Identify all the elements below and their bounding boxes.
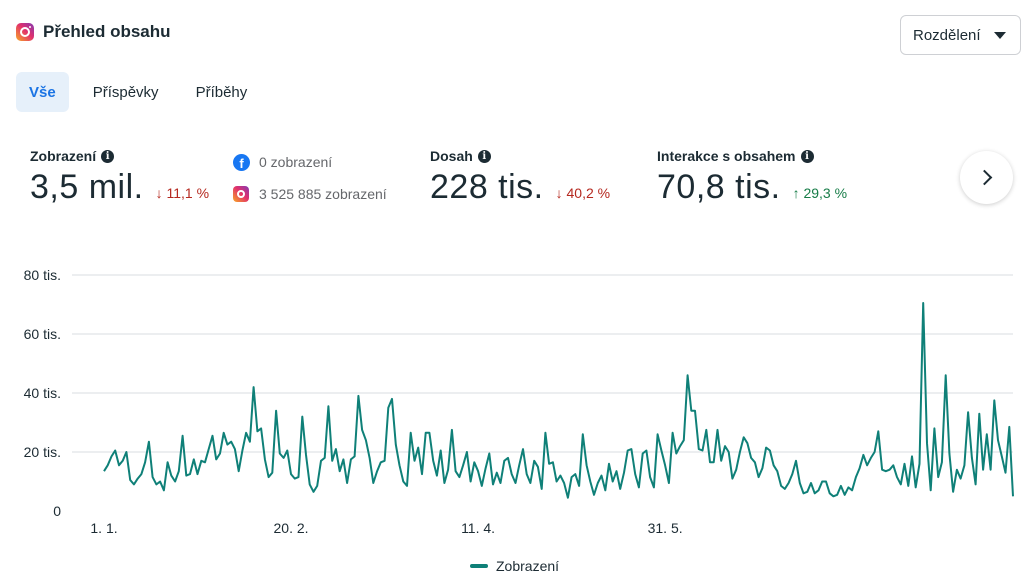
metric-views-label: Zobrazení bbox=[30, 148, 97, 164]
instagram-icon bbox=[233, 186, 249, 202]
platform-facebook: f 0 zobrazení bbox=[233, 152, 387, 172]
y-tick-label: 60 tis. bbox=[24, 326, 61, 342]
tab-posts-label: Příspěvky bbox=[92, 83, 159, 101]
y-tick-label: 80 tis. bbox=[24, 267, 61, 283]
info-icon[interactable]: i bbox=[477, 149, 491, 163]
tab-all[interactable]: Vše bbox=[16, 72, 69, 112]
metric-views-delta: ↓ 11,1 % bbox=[156, 185, 209, 201]
facebook-views: 0 zobrazení bbox=[259, 154, 333, 170]
views-line-chart: 0 20 tis. 40 tis. 60 tis. 80 tis. 1. 1. 20. 2.… bbox=[24, 267, 1014, 536]
metric-interactions-label: Interakce s obsahem bbox=[657, 148, 796, 164]
page-title: Přehled obsahu bbox=[43, 22, 171, 41]
next-metrics-button[interactable] bbox=[960, 151, 1013, 204]
chevron-right-icon bbox=[976, 169, 993, 186]
metric-interactions-value: 70,8 tis. bbox=[657, 168, 781, 206]
metric-reach: Dosah i 228 tis. ↓ 40,2 % bbox=[430, 146, 610, 207]
tab-posts[interactable]: Příspěvky bbox=[80, 72, 172, 112]
platform-instagram: 3 525 885 zobrazení bbox=[233, 184, 387, 204]
metric-interactions-delta: ↑ 29,3 % bbox=[793, 185, 847, 201]
metric-reach-row: 228 tis. ↓ 40,2 % bbox=[430, 168, 610, 207]
metric-views-value: 3,5 mil. bbox=[30, 168, 144, 206]
metric-interactions-row: 70,8 tis. ↑ 29,3 % bbox=[657, 168, 847, 207]
metric-reach-label-row: Dosah i bbox=[430, 146, 610, 166]
metric-reach-value: 228 tis. bbox=[430, 168, 544, 206]
breakdown-dropdown[interactable]: Rozdělení bbox=[900, 15, 1021, 55]
arrow-up-icon: ↑ bbox=[792, 185, 800, 201]
arrow-down-icon: ↓ bbox=[555, 185, 563, 201]
x-tick-label: 20. 2. bbox=[274, 520, 309, 536]
legend-swatch bbox=[470, 564, 488, 568]
caret-down-icon bbox=[994, 32, 1006, 39]
metric-views-delta-text: 11,1 % bbox=[166, 185, 210, 201]
metric-views-label-row: Zobrazení i bbox=[30, 146, 209, 166]
tab-stories[interactable]: Příběhy bbox=[183, 72, 261, 112]
instagram-icon bbox=[16, 23, 34, 41]
tab-stories-label: Příběhy bbox=[195, 83, 248, 101]
y-tick-label: 20 tis. bbox=[24, 444, 61, 460]
y-tick-label: 40 tis. bbox=[24, 385, 61, 401]
metric-reach-label: Dosah bbox=[430, 148, 473, 164]
platform-breakdown: f 0 zobrazení 3 525 885 zobrazení bbox=[233, 152, 387, 216]
metric-interactions-delta-text: 29,3 % bbox=[803, 185, 848, 201]
metric-views: Zobrazení i 3,5 mil. ↓ 11,1 % bbox=[30, 146, 209, 207]
series-line-views[interactable] bbox=[103, 302, 1014, 499]
metric-reach-delta: ↓ 40,2 % bbox=[556, 185, 610, 201]
x-tick-label: 1. 1. bbox=[90, 520, 117, 536]
tab-all-label: Vše bbox=[29, 83, 56, 101]
y-tick-label: 0 bbox=[53, 503, 61, 519]
x-tick-label: 11. 4. bbox=[461, 520, 495, 536]
page-header: Přehled obsahu bbox=[16, 22, 171, 42]
content-tabs: Vše Příspěvky Příběhy bbox=[16, 72, 271, 112]
info-icon[interactable]: i bbox=[101, 149, 115, 163]
facebook-icon: f bbox=[233, 153, 250, 171]
metric-reach-delta-text: 40,2 % bbox=[566, 185, 611, 201]
metric-interactions: Interakce s obsahem i 70,8 tis. ↑ 29,3 % bbox=[657, 146, 847, 207]
metric-views-row: 3,5 mil. ↓ 11,1 % bbox=[30, 168, 209, 207]
instagram-views: 3 525 885 zobrazení bbox=[259, 186, 387, 202]
arrow-down-icon: ↓ bbox=[155, 185, 163, 201]
x-tick-label: 31. 5. bbox=[648, 520, 683, 536]
breakdown-dropdown-label: Rozdělení bbox=[913, 26, 981, 44]
metric-interactions-label-row: Interakce s obsahem i bbox=[657, 146, 847, 166]
info-icon[interactable]: i bbox=[800, 149, 814, 163]
legend-label: Zobrazení bbox=[496, 558, 560, 574]
chart-legend[interactable]: Zobrazení bbox=[470, 558, 559, 574]
